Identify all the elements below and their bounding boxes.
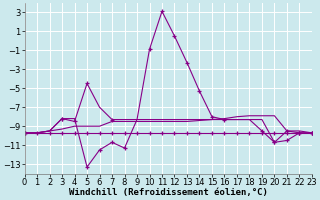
X-axis label: Windchill (Refroidissement éolien,°C): Windchill (Refroidissement éolien,°C) bbox=[69, 188, 268, 197]
